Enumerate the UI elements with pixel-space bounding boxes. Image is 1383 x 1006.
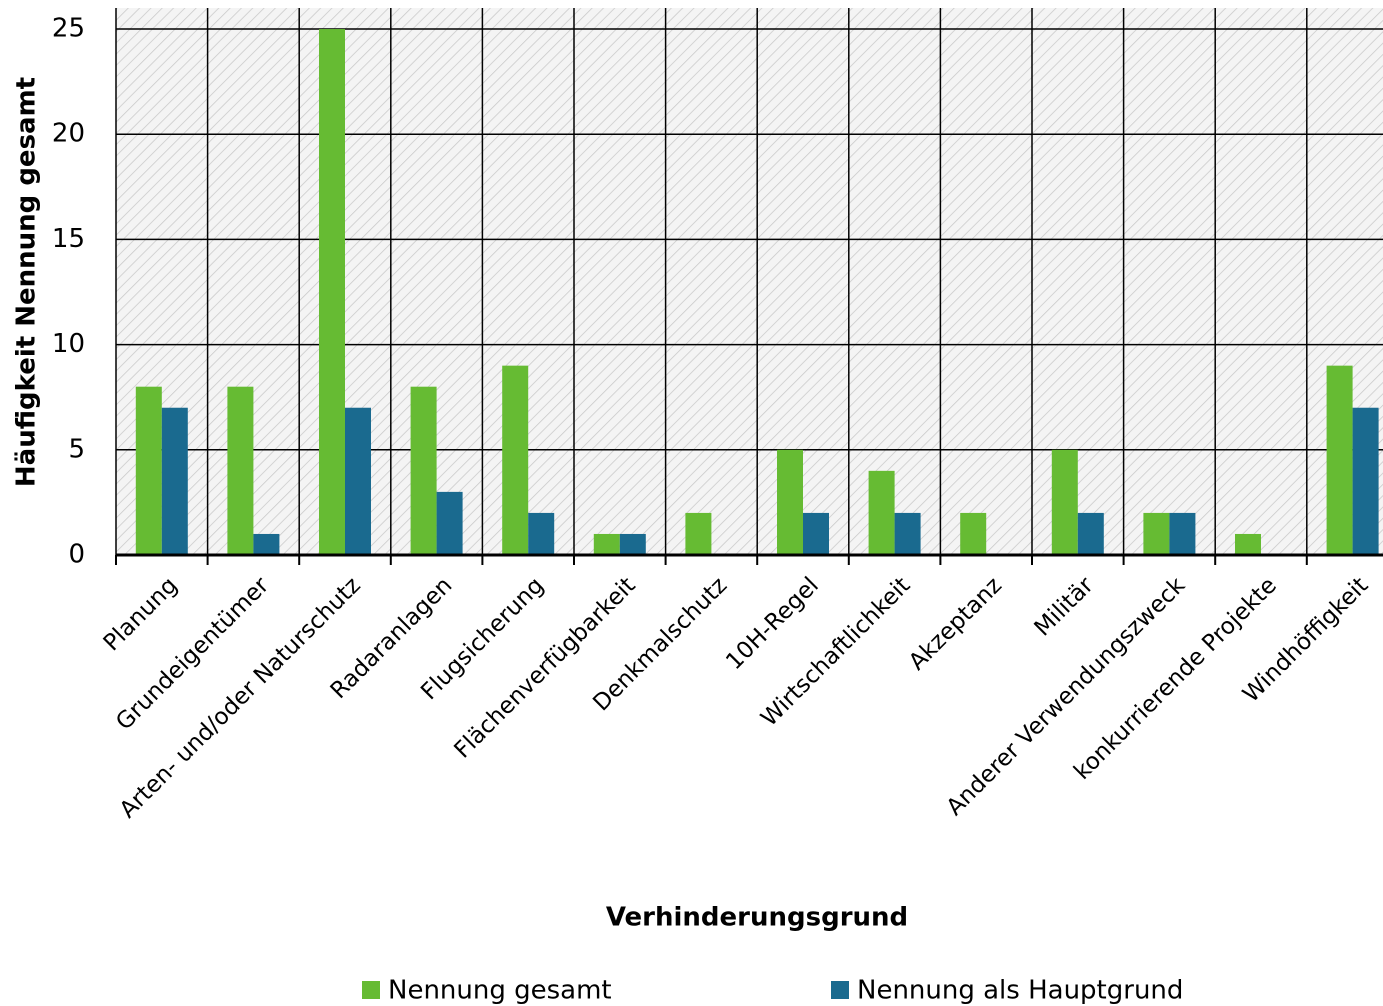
y-tick-label: 10: [52, 329, 85, 359]
x-tick-label: Grundeigentümer: [111, 572, 274, 735]
x-tick-label: Planung: [99, 572, 183, 656]
bar: [410, 386, 437, 555]
bar: [1051, 449, 1078, 555]
legend-label: Nennung gesamt: [388, 976, 612, 1006]
bar: [253, 533, 280, 555]
bar: [436, 491, 463, 555]
bar: [894, 512, 921, 555]
y-tick-label: 25: [52, 14, 85, 44]
y-tick-label: 0: [68, 540, 85, 570]
y-tick-label: 5: [68, 434, 85, 464]
legend-swatch: [362, 981, 380, 999]
bar: [227, 386, 254, 555]
bar: [1235, 533, 1261, 555]
x-tick-label: Militär: [1030, 572, 1099, 641]
bar: [1077, 512, 1104, 555]
bar: [868, 470, 895, 555]
plot-background: [116, 8, 1383, 555]
bar: [1143, 512, 1170, 555]
bar: [319, 29, 345, 556]
y-tick-label: 20: [52, 119, 85, 149]
bar: [803, 512, 829, 555]
bar: [161, 407, 188, 555]
bar: [1326, 365, 1353, 555]
bar: [502, 365, 529, 555]
legend-label: Nennung als Hauptgrund: [857, 976, 1183, 1006]
bar: [528, 512, 555, 555]
bar: [1169, 512, 1196, 555]
legend-swatch: [831, 981, 849, 999]
x-tick-label: Flächenverfügbarkeit: [449, 572, 640, 763]
bar: [777, 449, 803, 555]
bar: [1352, 407, 1379, 555]
x-axis-title: Verhinderungsgrund: [606, 903, 908, 933]
bar: [135, 386, 162, 555]
bar: [619, 533, 646, 555]
y-axis-title: Häufigkeit Nennung gesamt: [12, 77, 42, 487]
x-tick-label: Akzeptanz: [904, 572, 1007, 675]
bar: [685, 512, 712, 555]
bar: [345, 407, 371, 555]
bar: [960, 512, 987, 555]
y-tick-label: 15: [52, 224, 85, 254]
bar: [593, 533, 620, 555]
x-tick-label: Wirtschaftlichkeit: [756, 572, 915, 731]
